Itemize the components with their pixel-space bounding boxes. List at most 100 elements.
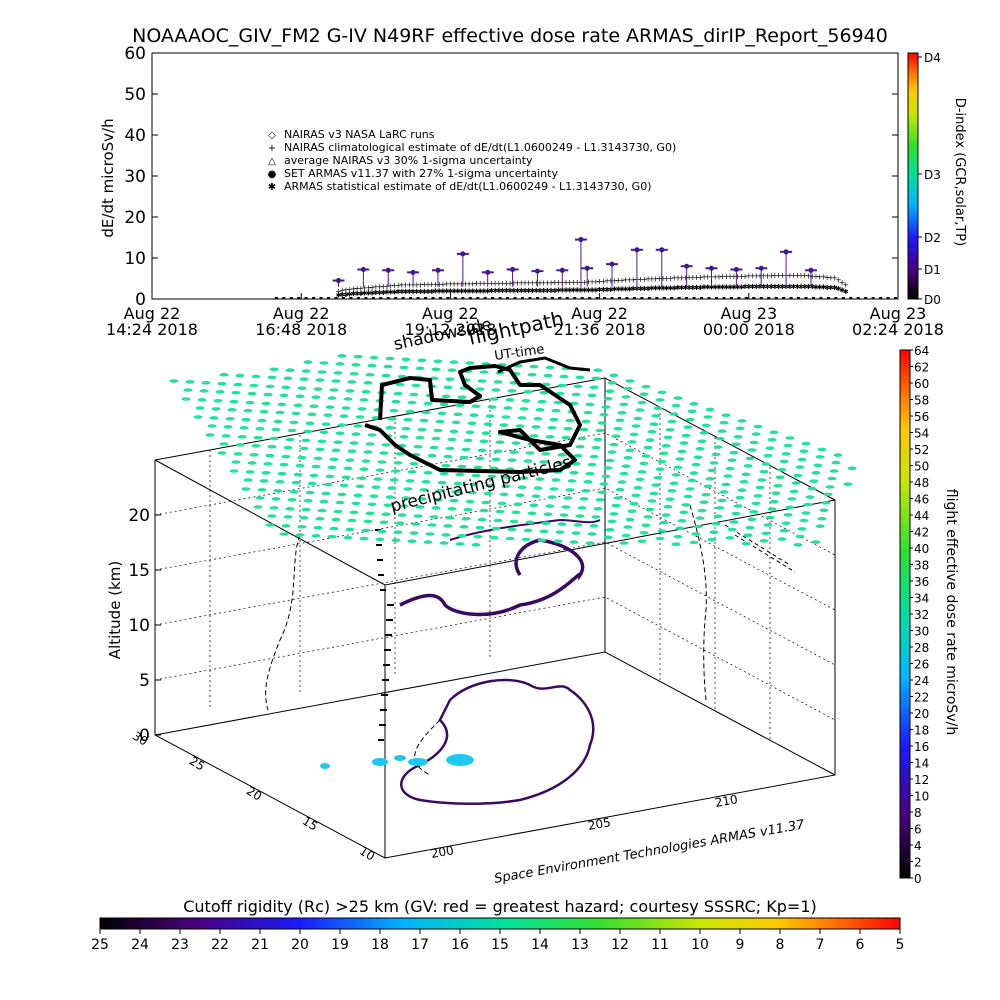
particle-marker: [547, 495, 557, 499]
cutoff-rigidity-tick-label: 20: [291, 937, 309, 953]
ground-point: [431, 297, 435, 299]
particle-marker: [811, 540, 821, 544]
particle-marker: [369, 494, 379, 499]
particle-marker: [657, 390, 667, 395]
armas-statistical-point: ✱: [578, 287, 584, 295]
particle-marker: [627, 440, 637, 444]
nairas-climatological-point: +: [563, 278, 570, 287]
nairas-climatological-point: +: [693, 273, 700, 282]
particle-marker: [577, 506, 587, 510]
particle-marker: [629, 432, 639, 437]
nairas-climatological-point: +: [507, 279, 514, 288]
particle-marker: [461, 447, 471, 452]
particle-marker: [437, 411, 447, 416]
particle-marker: [747, 517, 757, 522]
nairas-climatological-point: +: [682, 273, 689, 282]
cutoff-rigidity-tick-label: 7: [816, 937, 825, 953]
particle-marker: [367, 433, 377, 437]
particle-marker: [715, 506, 725, 510]
particle-marker: [475, 387, 485, 391]
particle-marker: [409, 462, 419, 466]
particle-marker: [385, 356, 395, 361]
nairas-climatological-point: +: [522, 279, 529, 288]
latitude-tick-label: 25: [187, 754, 207, 774]
ground-point: [312, 297, 316, 299]
particle-marker: [753, 494, 763, 498]
armas-statistical-point: ✱: [612, 286, 618, 294]
particle-marker: [539, 529, 549, 534]
particle-marker: [409, 392, 419, 397]
particle-marker: [777, 537, 787, 541]
particle-marker: [649, 422, 659, 427]
particle-marker: [279, 393, 289, 398]
dose-rate-tick-label: 48: [914, 476, 929, 490]
particle-marker: [759, 539, 769, 543]
nairas-climatological-point: +: [764, 271, 771, 280]
particle-marker: [465, 361, 475, 365]
particle-marker: [541, 521, 551, 525]
particle-marker: [819, 508, 829, 513]
ground-point: [274, 297, 278, 299]
dose-y-tick-label: 30: [124, 167, 146, 187]
particle-marker: [515, 424, 525, 428]
particle-marker: [451, 489, 461, 494]
armas-statistical-point: ✱: [675, 284, 681, 292]
particle-marker: [645, 507, 655, 512]
particle-marker: [183, 388, 193, 392]
particle-marker: [243, 478, 253, 482]
particle-marker: [347, 518, 357, 523]
particle-marker: [295, 533, 305, 537]
armas-statistical-point: ✱: [806, 283, 812, 291]
armas-statistical-point: ✱: [585, 286, 591, 294]
nairas-climatological-point: +: [354, 284, 361, 293]
particle-marker: [639, 392, 649, 397]
armas-statistical-point: ✱: [526, 287, 532, 295]
ground-point: [528, 297, 532, 299]
particle-marker: [477, 517, 487, 522]
particle-marker: [257, 418, 267, 423]
particle-marker: [637, 400, 647, 405]
particle-marker: [617, 480, 627, 484]
particle-marker: [367, 502, 377, 507]
particle-marker: [691, 532, 701, 536]
particle-marker: [235, 373, 245, 378]
armas-statistical-point: ✱: [444, 288, 450, 296]
particle-marker: [589, 454, 599, 459]
armas-statistical-point: ✱: [686, 284, 692, 292]
particle-marker: [229, 399, 239, 404]
nairas-climatological-point: +: [824, 273, 831, 282]
particle-marker: [279, 462, 289, 467]
particle-marker: [471, 543, 481, 547]
particle-marker: [233, 382, 243, 387]
ground-point: [744, 297, 748, 299]
nairas-climatological-point: +: [525, 279, 532, 288]
particle-marker: [491, 457, 501, 462]
particle-marker: [525, 451, 535, 455]
particle-marker: [355, 415, 365, 419]
armas-statistical-point: ✱: [679, 284, 685, 292]
particle-marker: [193, 415, 203, 419]
particle-marker: [327, 534, 337, 539]
particle-marker: [571, 392, 581, 397]
particle-marker: [267, 444, 277, 449]
particle-marker: [729, 520, 739, 524]
particle-marker: [411, 522, 421, 526]
particle-marker: [717, 429, 727, 433]
dose-rate-tick-label: 30: [914, 625, 929, 639]
particle-marker: [717, 498, 727, 503]
nairas-climatological-point: +: [551, 278, 558, 287]
particle-marker: [643, 515, 653, 519]
particle-marker: [317, 508, 327, 513]
particle-marker: [557, 522, 567, 526]
particle-marker: [251, 444, 261, 448]
nairas-climatological-point: +: [432, 280, 439, 289]
particle-marker: [569, 540, 579, 544]
nairas-climatological-point: +: [555, 278, 562, 287]
dose-y-axis: 0 10 20 30 40 50 60: [124, 44, 898, 310]
particle-marker: [805, 495, 815, 499]
armas-statistical-point: ✱: [548, 287, 554, 295]
armas-statistical-point: ✱: [645, 285, 651, 293]
cutoff-rigidity-tick-label: 12: [611, 937, 629, 953]
particle-marker: [693, 524, 703, 529]
particle-marker: [253, 435, 263, 440]
